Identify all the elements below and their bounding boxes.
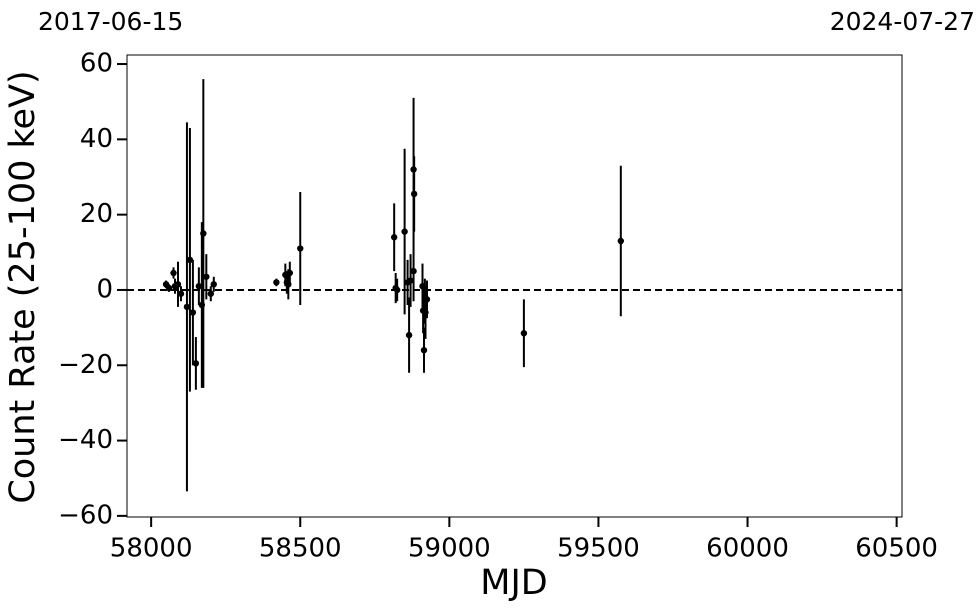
y-tick-label: 60 (80, 49, 113, 79)
x-tick-label: 60000 (706, 534, 789, 564)
data-point (401, 228, 408, 235)
data-point (210, 281, 217, 288)
start-date: 2017-06-15 (38, 7, 183, 36)
data-point (617, 237, 625, 245)
y-tick-label: 40 (80, 124, 113, 154)
data-point (183, 303, 191, 311)
data-point (286, 269, 294, 277)
x-tick-label: 59000 (408, 534, 491, 564)
x-tick-label: 60500 (855, 534, 938, 564)
x-tick-label: 59500 (557, 534, 640, 564)
data-point (186, 256, 194, 264)
y-axis-label: Count Rate (25-100 keV) (3, 70, 43, 503)
data-point (420, 346, 428, 354)
data-point (170, 269, 177, 277)
plot-frame (126, 54, 903, 518)
data-point (297, 245, 304, 252)
x-tick-label: 58000 (110, 534, 193, 564)
data-point (174, 281, 182, 288)
data-point (207, 290, 214, 297)
data-point (165, 284, 173, 292)
data-point (203, 273, 210, 280)
data-point (410, 267, 417, 275)
data-point (410, 190, 418, 198)
y-tick-label: 0 (96, 274, 113, 304)
data-point (520, 330, 528, 337)
data-point (390, 234, 398, 241)
end-date: 2024-07-27 (830, 7, 975, 36)
data-point (195, 282, 203, 290)
data-point (407, 277, 414, 284)
data-point (177, 290, 185, 297)
data-point (273, 279, 280, 286)
data-point (405, 331, 413, 339)
y-tick-label: −40 (58, 425, 113, 455)
y-tick-label: −20 (58, 350, 113, 380)
data-point (423, 296, 431, 303)
data-point (192, 360, 200, 367)
y-tick-label: 20 (80, 199, 113, 229)
data-point (200, 230, 207, 237)
x-tick-label: 58500 (259, 534, 342, 564)
x-axis-label: MJD (480, 563, 547, 603)
data-point (189, 309, 197, 316)
y-tick-label: −60 (58, 500, 113, 530)
data-point (393, 286, 401, 294)
